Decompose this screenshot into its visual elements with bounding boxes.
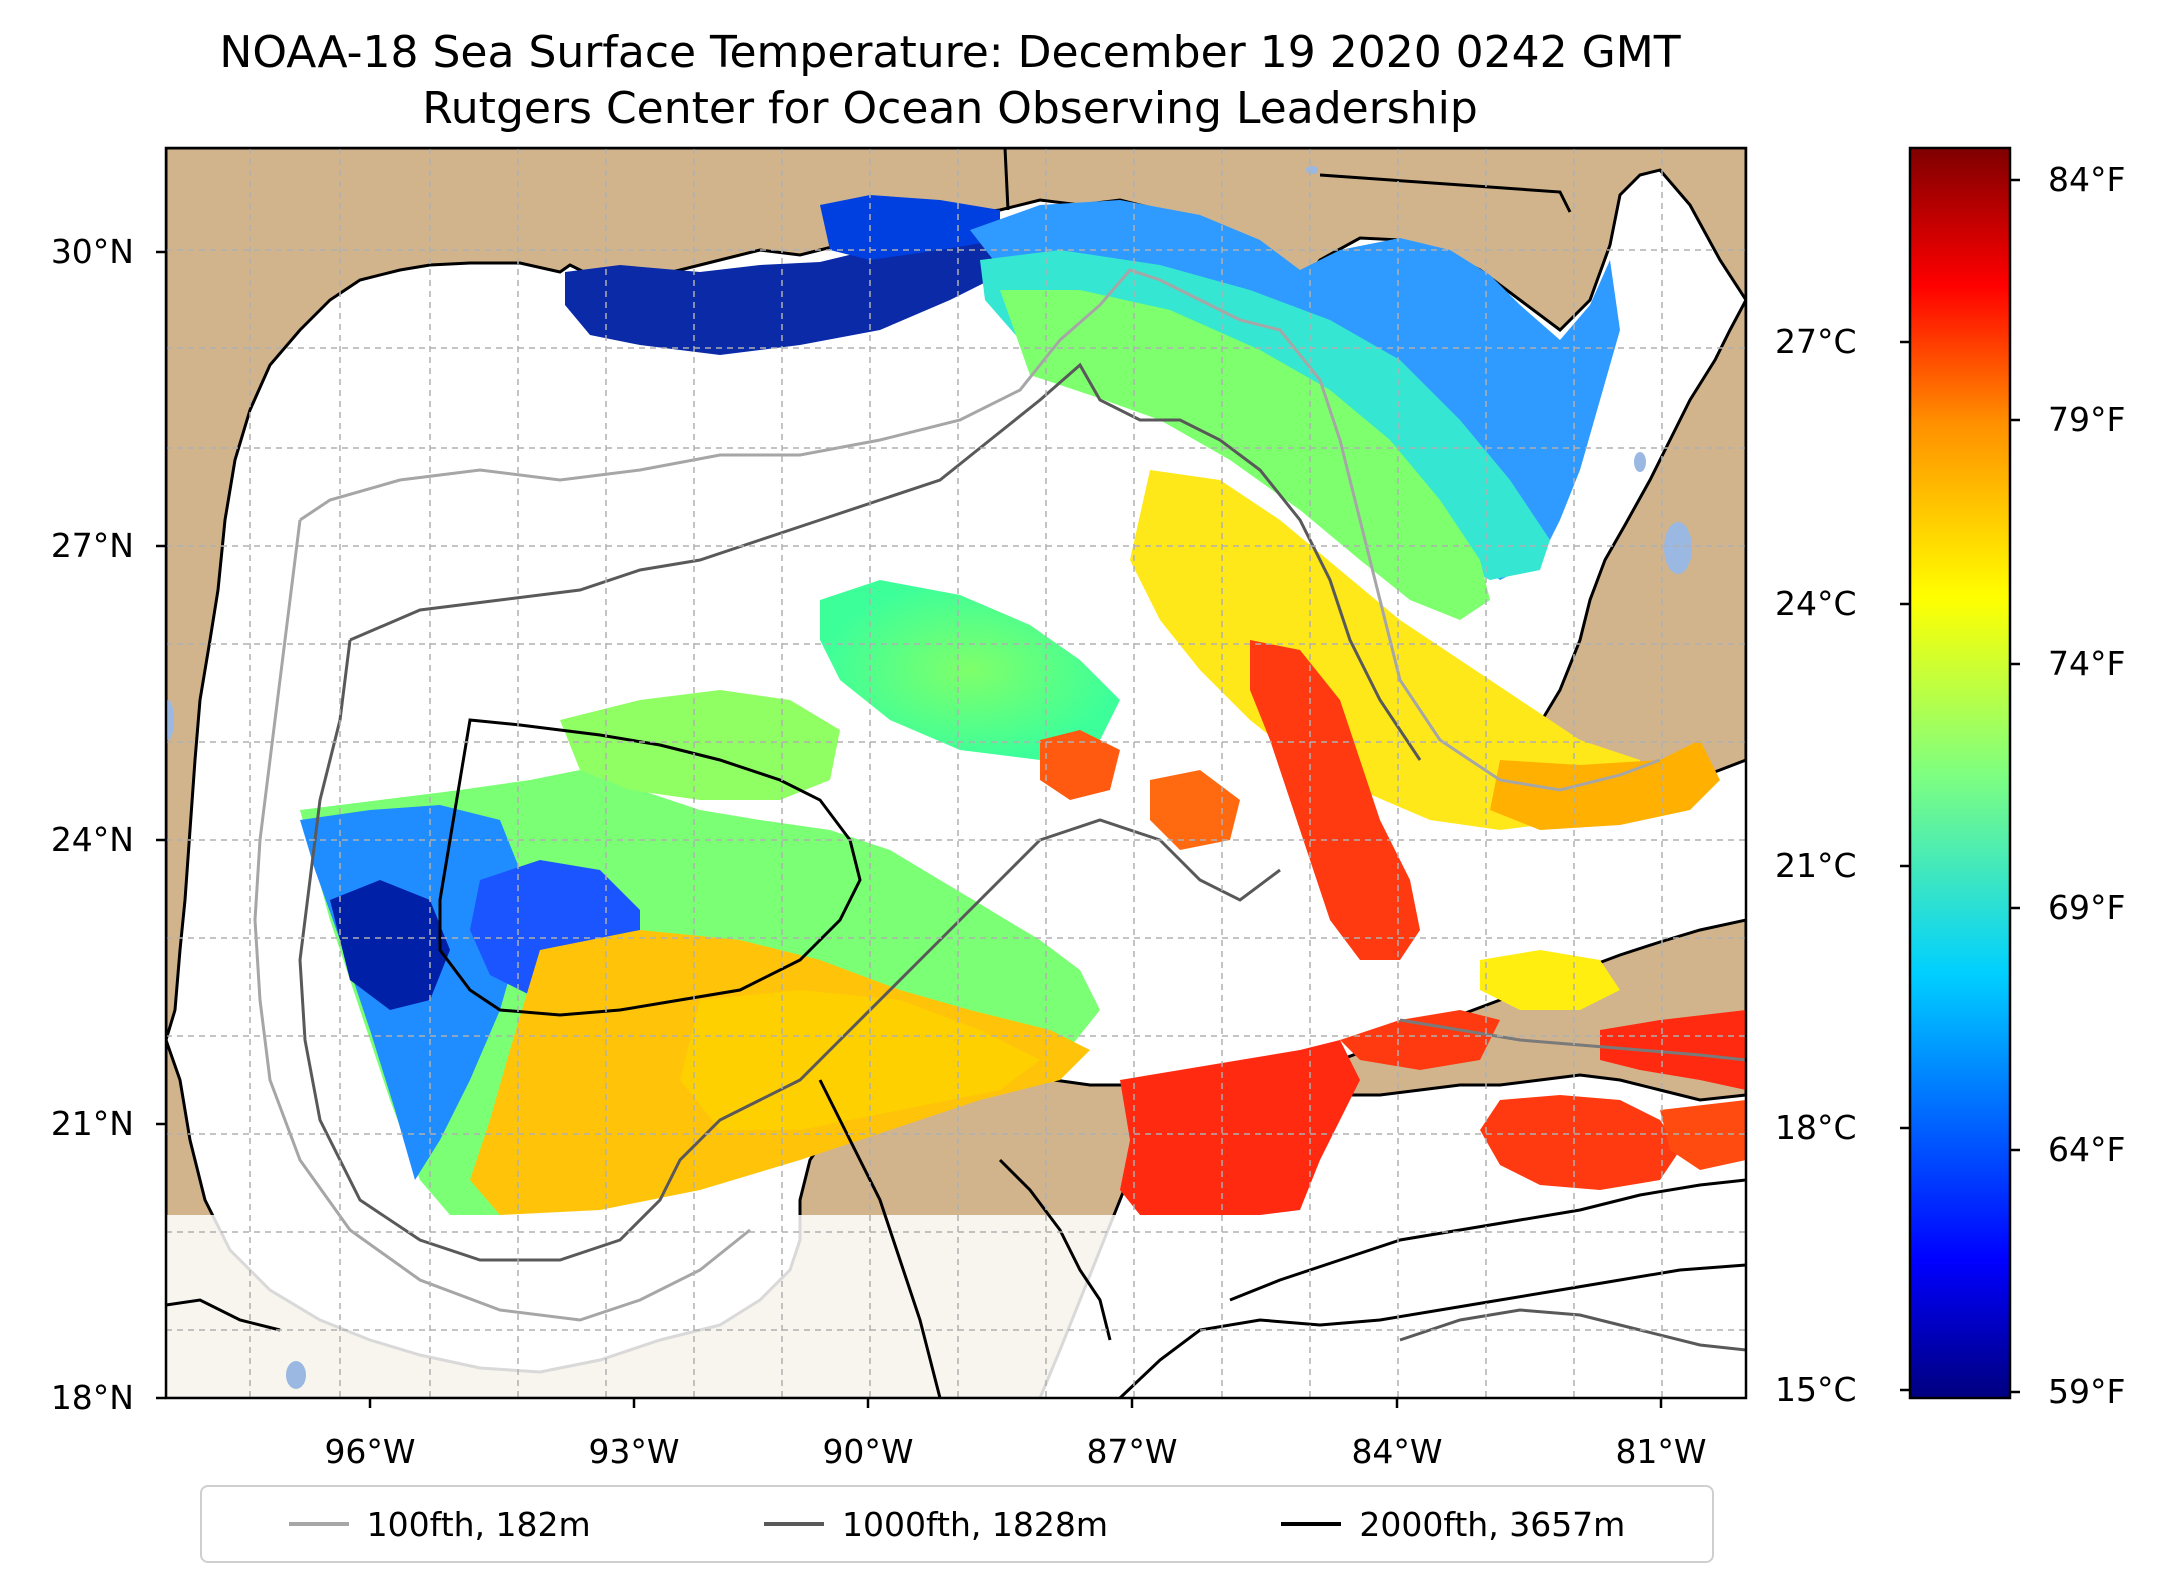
map-frame bbox=[164, 146, 1748, 1400]
lat-label-21n: 21°N bbox=[50, 1104, 134, 1143]
legend-item-100fth: 100fth, 182m bbox=[288, 1504, 591, 1544]
legend-label-1000fth: 1000fth, 1828m bbox=[842, 1504, 1108, 1544]
legend-item-2000fth: 2000fth, 3657m bbox=[1281, 1505, 1625, 1544]
legend-label-2000fth: 2000fth, 3657m bbox=[1359, 1504, 1626, 1544]
borders bbox=[166, 148, 1572, 1398]
colorbar bbox=[1908, 146, 2012, 1400]
lat-label-18n: 18°N bbox=[50, 1378, 134, 1417]
colorbar-f-69: 69°F bbox=[2048, 888, 2126, 927]
lon-tick-marks bbox=[368, 1398, 1663, 1408]
legend-label-100fth: 100fth, 182m bbox=[366, 1504, 591, 1544]
colorbar-f-84: 84°F bbox=[2048, 160, 2126, 199]
legend-line-100fth bbox=[288, 1522, 349, 1526]
map-title: NOAA-18 Sea Surface Temperature: Decembe… bbox=[219, 27, 1681, 78]
lon-label-84w: 84°W bbox=[1351, 1432, 1443, 1471]
lon-label-90w: 90°W bbox=[822, 1432, 914, 1471]
colorbar-f-64: 64°F bbox=[2048, 1130, 2126, 1169]
legend-item-1000fth: 1000fth, 1828m bbox=[764, 1505, 1108, 1544]
legend-line-2000fth bbox=[1281, 1522, 1342, 1526]
colorbar-c-21: 21°C bbox=[1775, 846, 1857, 885]
lat-label-27n: 27°N bbox=[50, 526, 134, 565]
lon-label-87w: 87°W bbox=[1086, 1432, 1178, 1471]
contour-1000fth bbox=[349, 362, 1422, 761]
colorbar-f-59: 59°F bbox=[2048, 1372, 2126, 1411]
colorbar-f-74: 74°F bbox=[2048, 644, 2126, 683]
lat-tick-marks bbox=[156, 250, 166, 1400]
colorbar-f-79: 79°F bbox=[2048, 400, 2126, 439]
legend-line-1000fth bbox=[764, 1522, 825, 1526]
bathymetry-contours bbox=[253, 268, 1746, 1398]
colorbar-c-18: 18°C bbox=[1775, 1108, 1857, 1147]
lon-label-81w: 81°W bbox=[1615, 1432, 1707, 1471]
contour-100fth bbox=[299, 268, 1661, 792]
contour-2000fth bbox=[438, 718, 862, 1017]
colorbar-ticks bbox=[1900, 178, 2020, 1394]
bathymetry-legend: 100fth, 182m 1000fth, 1828m 2000fth, 365… bbox=[200, 1485, 1714, 1563]
colorbar-c-27: 27°C bbox=[1775, 322, 1857, 361]
map-subtitle: Rutgers Center for Ocean Observing Leade… bbox=[422, 83, 1478, 134]
lon-label-93w: 93°W bbox=[588, 1432, 680, 1471]
no-data-band bbox=[166, 1215, 1746, 1398]
colorbar-c-15: 15°C bbox=[1775, 1370, 1857, 1409]
lat-label-30n: 30°N bbox=[50, 232, 134, 271]
colorbar-c-24: 24°C bbox=[1775, 584, 1857, 623]
lat-label-24n: 24°N bbox=[50, 820, 134, 859]
lon-label-96w: 96°W bbox=[324, 1432, 416, 1471]
inland-water bbox=[166, 166, 1692, 1389]
